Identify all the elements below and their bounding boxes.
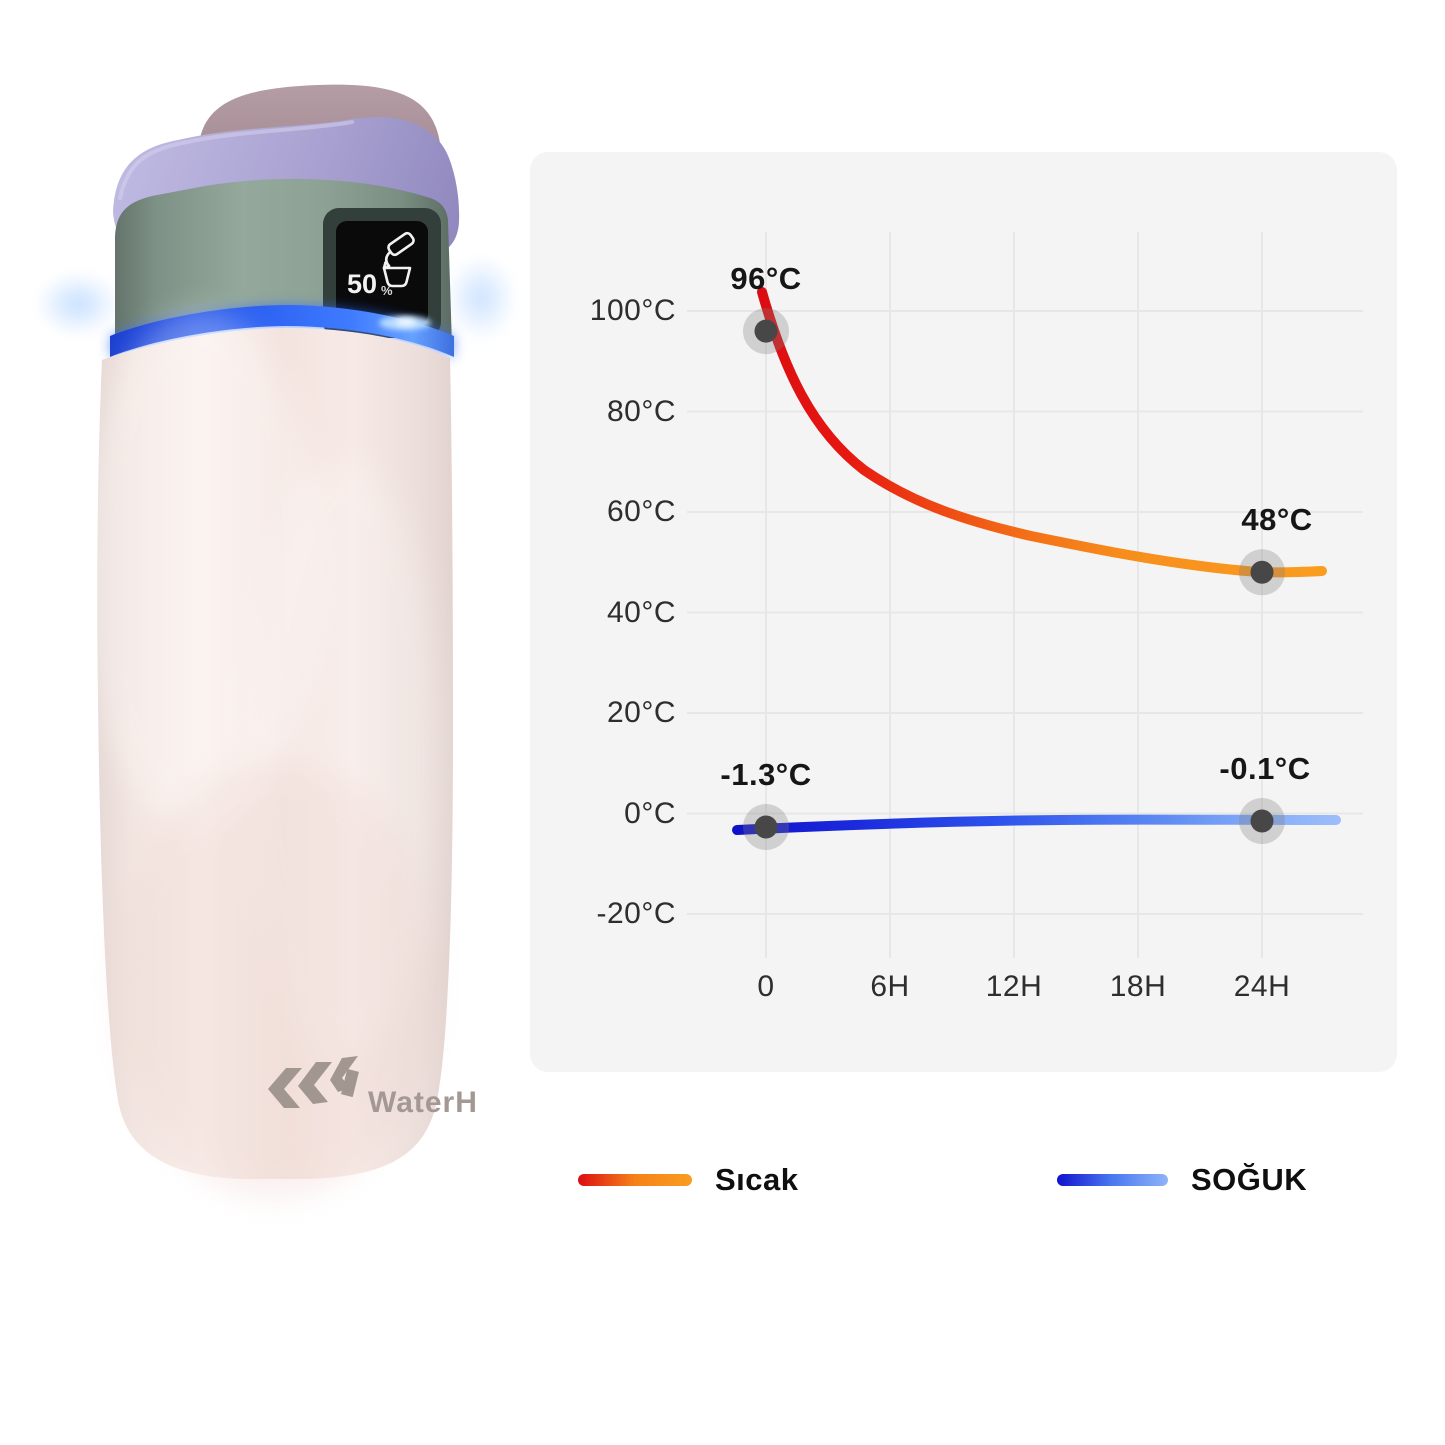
y-axis-tick: -20°C — [596, 897, 676, 930]
data-point-label: -0.1°C — [1219, 751, 1311, 786]
y-axis-tick: 40°C — [606, 595, 676, 629]
legend-item: Sıcak — [578, 1156, 799, 1204]
legend-swatch — [578, 1174, 692, 1186]
led-glow-right — [446, 256, 516, 340]
waterh-logo-text: WaterH — [368, 1086, 478, 1119]
x-axis-tick: 18H — [1109, 970, 1167, 1003]
pour-water-icon — [382, 231, 415, 288]
waterh-logo-mark — [268, 1056, 359, 1108]
bottle-handle-highlight — [118, 120, 354, 200]
legend-label: Sıcak — [715, 1162, 799, 1197]
x-axis-tick: 6H — [870, 970, 910, 1003]
x-axis-tick: 24H — [1233, 970, 1291, 1003]
led-glow-left — [36, 272, 120, 336]
x-axis-tick: 0 — [757, 970, 775, 1003]
y-axis-tick: 80°C — [606, 394, 676, 428]
y-axis-tick: 0°C — [624, 796, 676, 830]
legend-label: SOĞUK — [1191, 1162, 1308, 1197]
data-point-label: -1.3°C — [720, 757, 812, 793]
body-tint — [115, 760, 435, 1200]
x-axis-tick: 12H — [985, 970, 1043, 1003]
legend-swatch — [1057, 1174, 1168, 1186]
data-point-label: 96°C — [730, 261, 802, 297]
y-axis-tick: 60°C — [606, 495, 676, 528]
y-axis-tick: 100°C — [589, 294, 676, 327]
screen-value: 50 — [347, 269, 377, 299]
data-point-label: 48°C — [1241, 502, 1313, 538]
led-ring-sparkle — [396, 318, 416, 326]
legend-item: SOĞUK — [1057, 1156, 1307, 1204]
y-axis-tick: 20°C — [606, 696, 676, 729]
screen-unit: % — [381, 283, 393, 298]
